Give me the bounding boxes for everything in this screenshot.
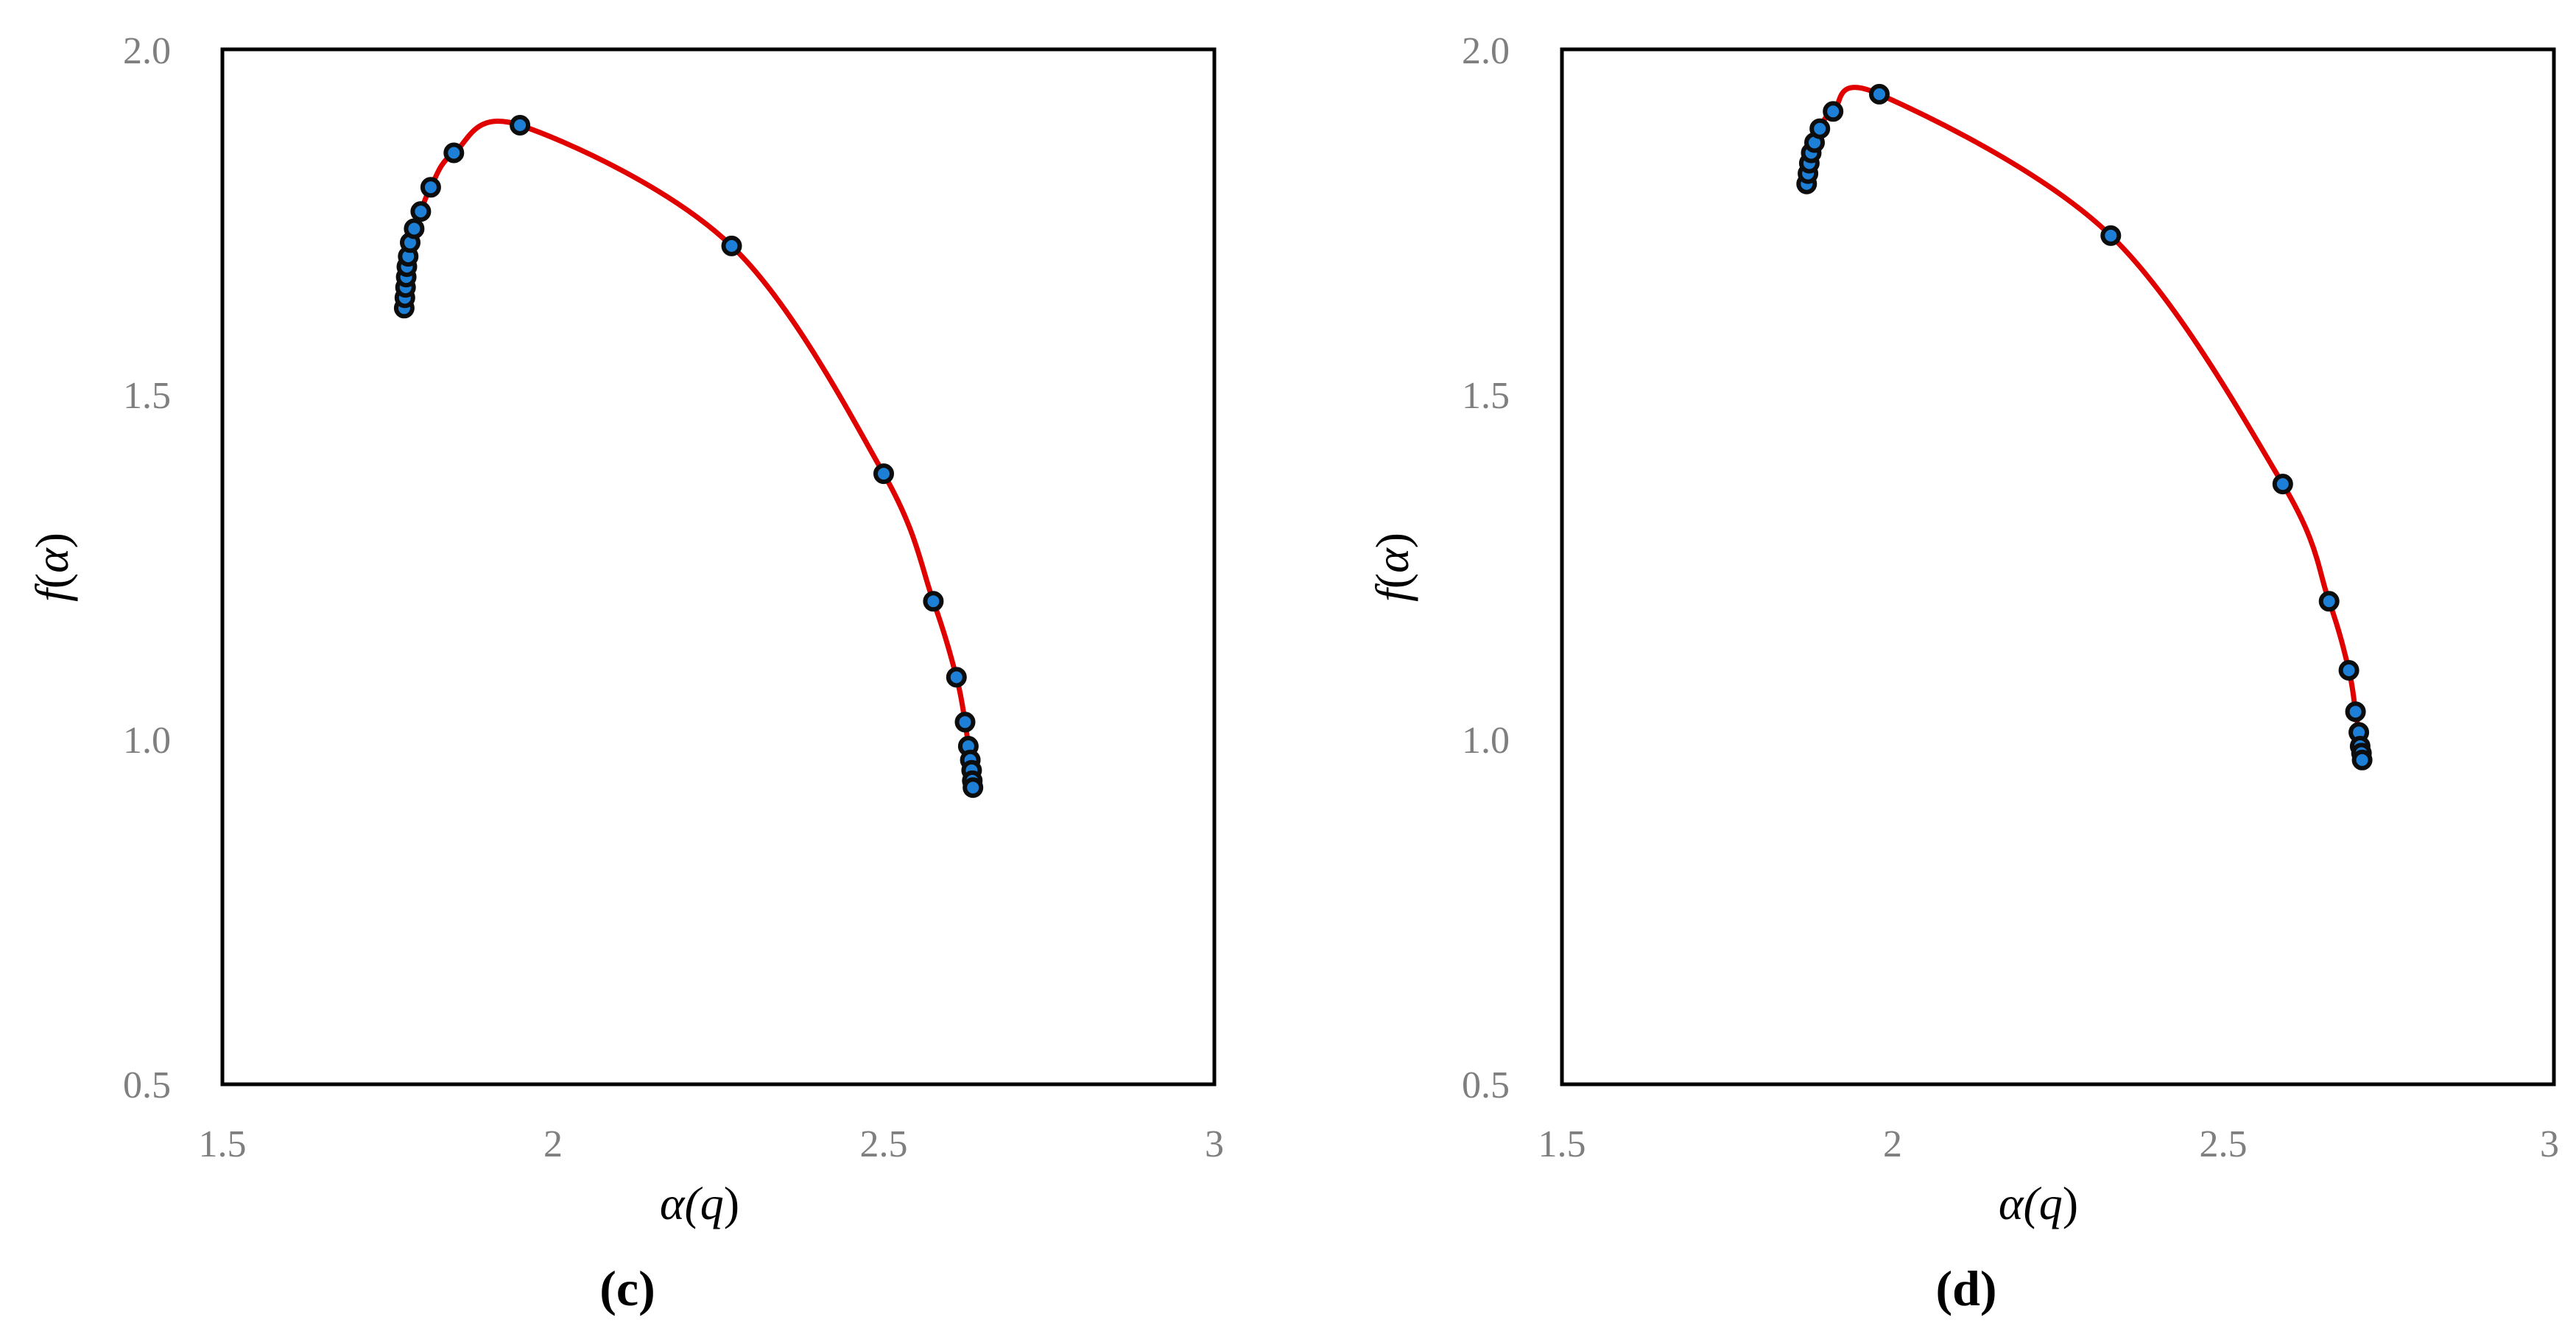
data-point [1809,118,1831,139]
x-tick-labels: 1.5 2 2.5 3 [1538,1123,2560,1165]
data-point [873,463,894,485]
panel-c: 1.5 2 2.5 3 0.5 1.0 1.5 2.0 α(q) f(α) (c… [26,30,1224,1316]
x-tick-label: 2.5 [860,1123,908,1165]
data-point [1823,101,1844,122]
data-point [946,667,967,688]
data-point [954,712,976,733]
y-tick-label: 1.0 [123,720,171,762]
panel-label: (c) [599,1260,655,1316]
x-tick-label: 3 [2540,1123,2559,1165]
x-tick-label: 1.5 [1538,1123,1586,1165]
y-tick-label: 1.0 [1462,720,1510,762]
y-tick-label: 2.0 [1462,30,1510,72]
y-axis-label: f(α) [1366,533,1418,602]
x-tick-label: 3 [1205,1123,1224,1165]
data-point [510,115,531,136]
data-point [2100,225,2122,246]
y-tick-labels: 0.5 1.0 1.5 2.0 [123,30,171,1106]
x-tick-label: 1.5 [199,1123,247,1165]
y-axis-label: f(α) [26,533,78,602]
data-point [963,777,984,798]
plot-frame [220,47,1217,1086]
panel-d: 1.5 2 2.5 3 0.5 1.0 1.5 2.0 α(q) f(α) (d… [1366,30,2559,1316]
x-tick-label: 2 [1883,1123,1902,1165]
x-tick-label: 2 [543,1123,563,1165]
y-tick-label: 1.5 [1462,375,1510,417]
data-point [923,591,944,612]
data-point [410,201,432,222]
data-point [2338,660,2359,681]
y-tick-label: 2.0 [123,30,171,72]
data-point [2351,749,2373,770]
data-points-layer [393,115,984,798]
panel-label: (d) [1935,1260,1996,1316]
plot-frame [1560,47,2556,1086]
y-tick-label: 0.5 [1462,1064,1510,1106]
data-point [443,142,465,164]
y-tick-label: 0.5 [123,1064,171,1106]
x-axis-label: α(q) [660,1177,739,1229]
data-points-layer [1796,83,2373,770]
y-tick-labels: 0.5 1.0 1.5 2.0 [1462,30,1510,1106]
data-point [404,218,425,239]
data-point [2345,701,2366,723]
data-point [1869,83,1890,105]
x-tick-labels: 1.5 2 2.5 3 [199,1123,1225,1165]
y-tick-label: 1.5 [123,375,171,417]
data-point [420,177,441,198]
data-point [721,235,742,256]
x-tick-label: 2.5 [2200,1123,2248,1165]
data-point [2318,591,2340,612]
data-point [2272,474,2293,495]
x-axis-label: α(q) [1999,1177,2078,1229]
